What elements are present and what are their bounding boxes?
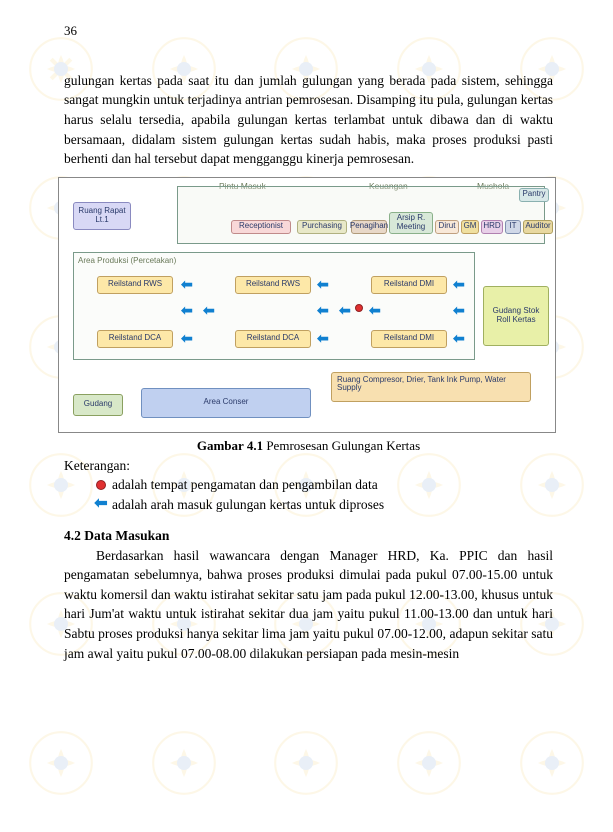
- section-heading: 4.2 Data Masukan: [64, 526, 553, 546]
- arrow-icon: ⬅: [181, 328, 193, 348]
- box-auditor: Auditor: [523, 220, 553, 234]
- box-arsip: Arsip R. Meeting: [389, 212, 433, 234]
- observation-dot-icon: [355, 304, 363, 312]
- box-penagihan: Penagihan: [351, 220, 387, 234]
- legend-row-2: ⬅ adalah arah masuk gulungan kertas untu…: [90, 495, 553, 515]
- box-gm: GM: [461, 220, 479, 234]
- box-dirut: Dirut: [435, 220, 459, 234]
- arrow-icon: ⬅: [317, 300, 329, 320]
- zone-top: [177, 186, 545, 244]
- legend-row-1: adalah tempat pengamatan dan pengambilan…: [90, 475, 553, 495]
- box-purchasing: Purchasing: [297, 220, 347, 234]
- arrow-icon: ⬅: [203, 300, 215, 320]
- paragraph-2: Berdasarkan hasil wawancara dengan Manag…: [64, 546, 553, 663]
- floor-plan-diagram: Pintu Masuk Keuangan Mushola Ruang Rapat…: [58, 177, 556, 433]
- box-ruang-compresor: Ruang Compresor, Drier, Tank Ink Pump, W…: [331, 372, 531, 402]
- red-dot-icon: [96, 480, 106, 490]
- legend-text-2: adalah arah masuk gulungan kertas untuk …: [112, 495, 384, 515]
- arrow-icon: ⬅: [453, 300, 465, 320]
- caption-text: Pemrosesan Gulungan Kertas: [263, 438, 420, 453]
- box-reilstand-rws-2: Reilstand RWS: [235, 276, 311, 294]
- box-reilstand-dca-2: Reilstand DCA: [235, 330, 311, 348]
- box-receptionist: Receptionist: [231, 220, 291, 234]
- box-area-conser: Area Conser: [141, 388, 311, 418]
- paragraph-1: gulungan kertas pada saat itu dan jumlah…: [64, 71, 553, 169]
- label-area-produksi: Area Produksi (Percetakan): [78, 255, 176, 267]
- arrow-icon: ⬅: [453, 328, 465, 348]
- box-gudang: Gudang: [73, 394, 123, 416]
- arrow-icon: ⬅: [317, 274, 329, 294]
- box-reilstand-rws-1: Reilstand RWS: [97, 276, 173, 294]
- arrow-icon: ⬅: [369, 300, 381, 320]
- box-reilstand-dmi-1: Reilstand DMI: [371, 276, 447, 294]
- arrow-icon: ⬅: [181, 274, 193, 294]
- legend-text-1: adalah tempat pengamatan dan pengambilan…: [112, 475, 378, 495]
- box-it: IT: [505, 220, 521, 234]
- box-reilstand-dmi-2: Reilstand DMI: [371, 330, 447, 348]
- box-pantry: Pantry: [519, 188, 549, 202]
- arrow-left-icon: ⬅: [94, 496, 107, 512]
- box-hrd: HRD: [481, 220, 503, 234]
- arrow-icon: ⬅: [317, 328, 329, 348]
- box-gudang-stok: Gudang Stok Roll Kertas: [483, 286, 549, 346]
- box-reilstand-dca-1: Reilstand DCA: [97, 330, 173, 348]
- box-ruang-rapat: Ruang Rapat Lt.1: [73, 202, 131, 230]
- keterangan-label: Keterangan:: [64, 456, 553, 476]
- page-number: 36: [64, 22, 553, 41]
- caption-bold: Gambar 4.1: [197, 438, 263, 453]
- arrow-icon: ⬅: [453, 274, 465, 294]
- arrow-icon: ⬅: [181, 300, 193, 320]
- figure-caption: Gambar 4.1 Pemrosesan Gulungan Kertas: [64, 437, 553, 456]
- arrow-icon: ⬅: [339, 300, 351, 320]
